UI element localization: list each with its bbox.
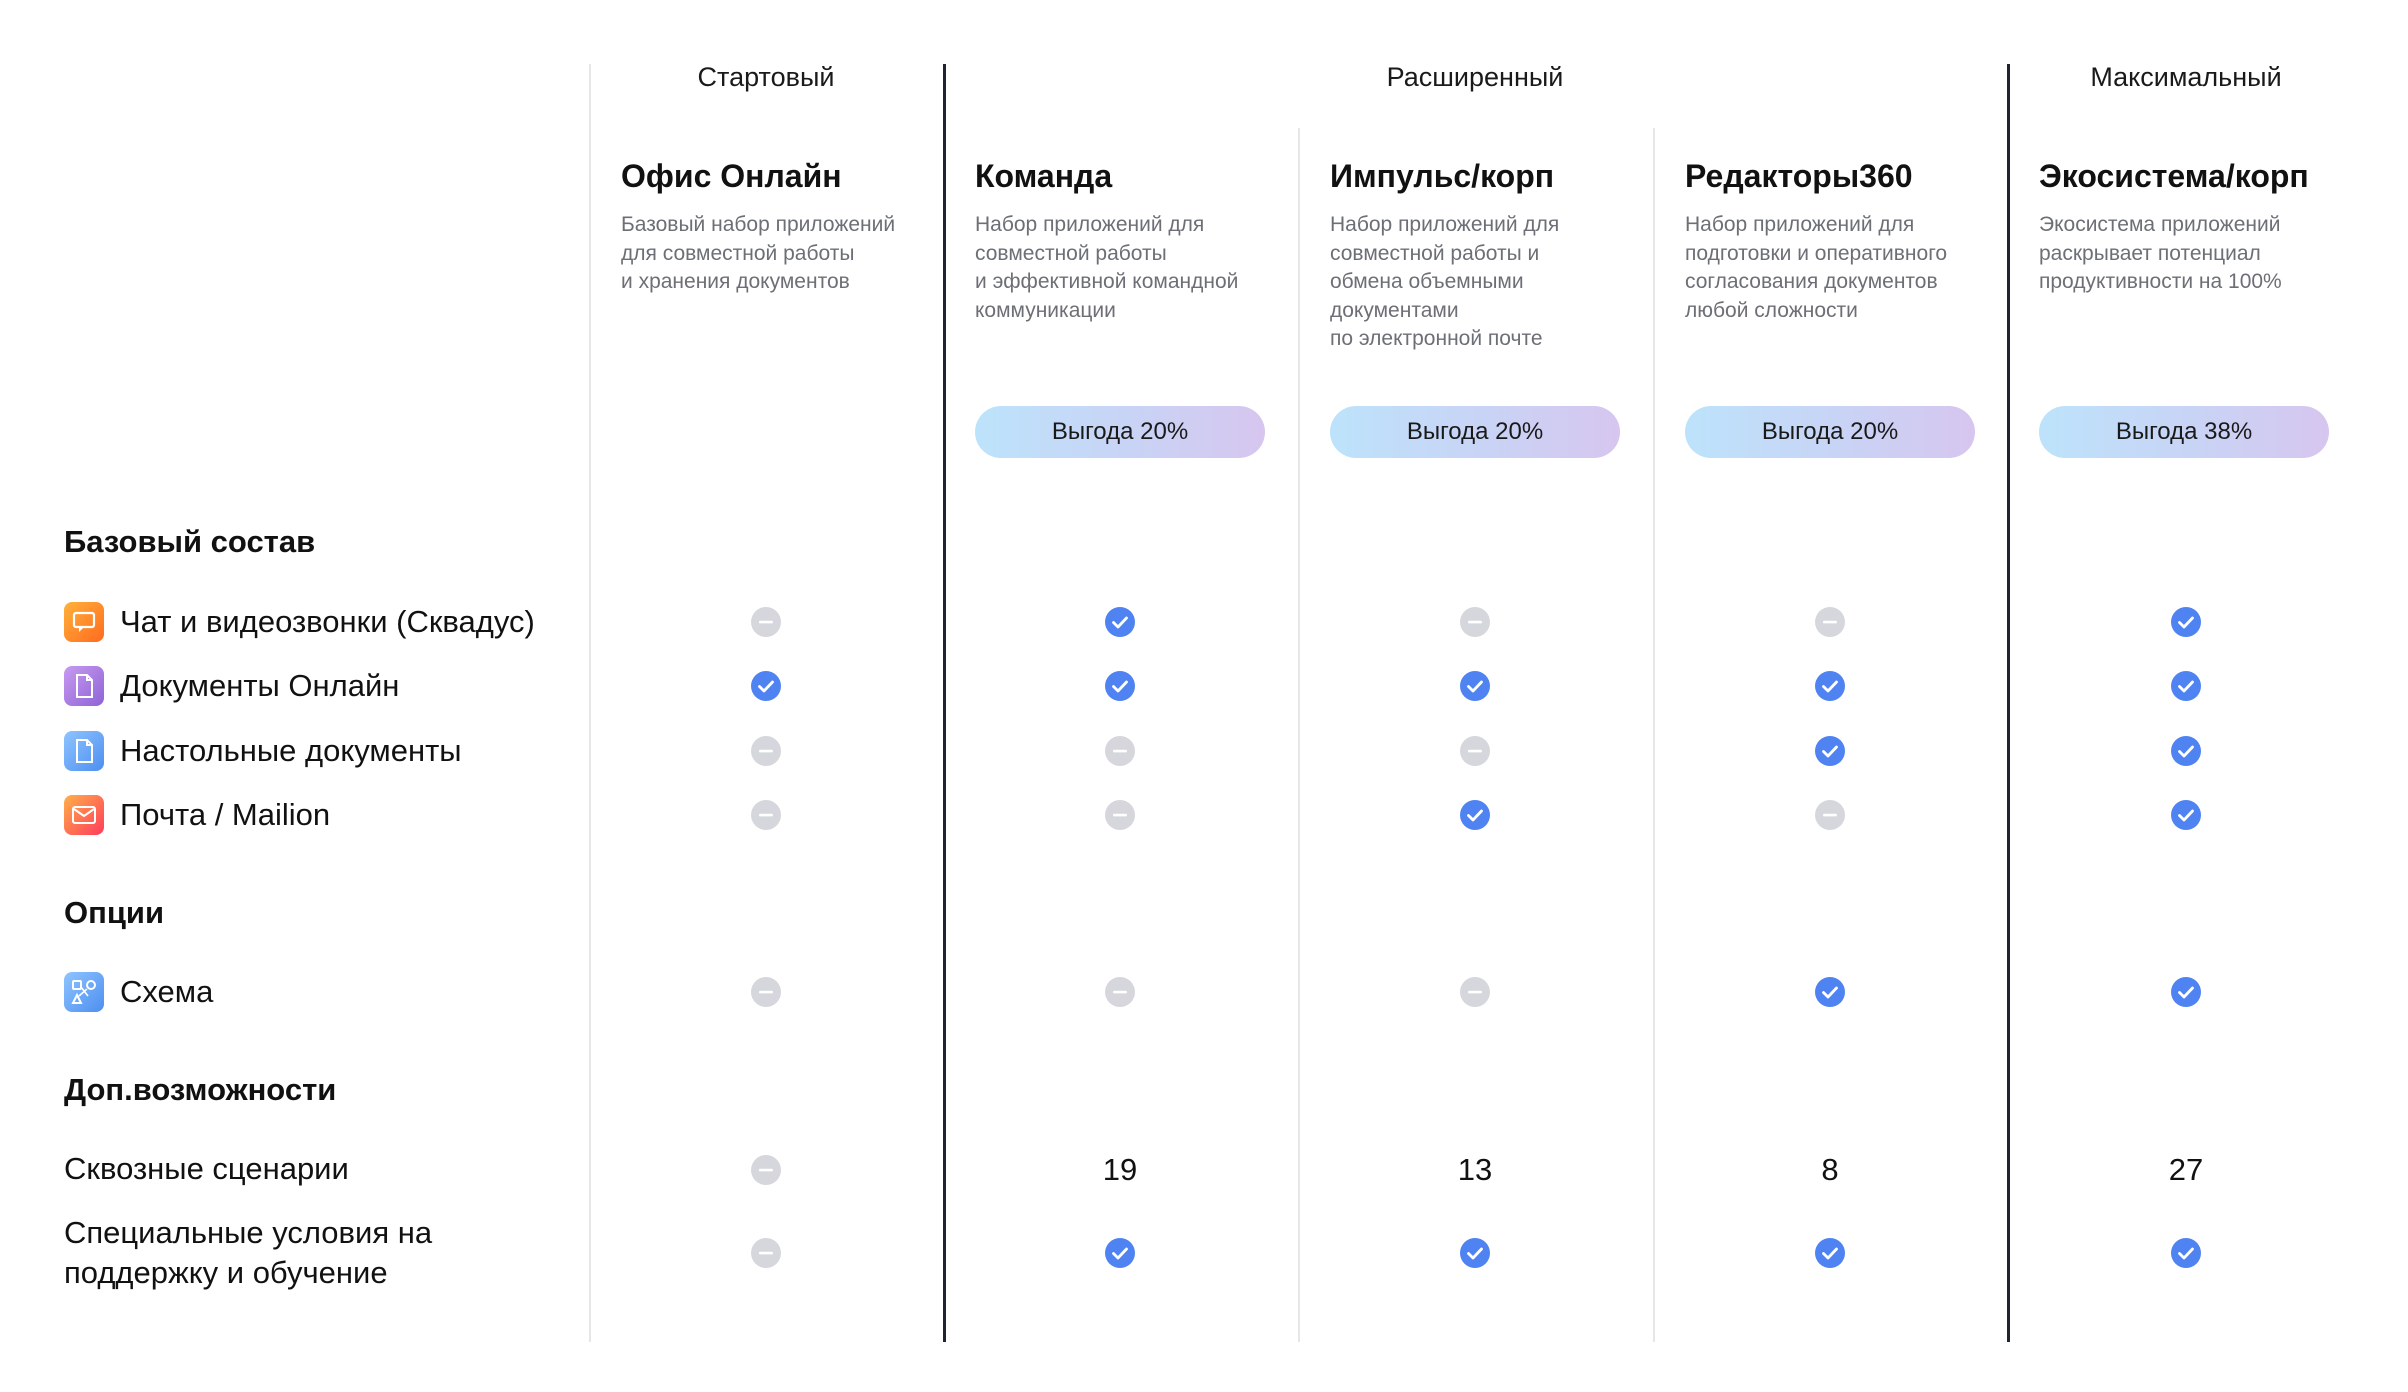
discount-badge: Выгода 20% bbox=[1330, 406, 1620, 458]
discount-badge: Выгода 38% bbox=[2039, 406, 2329, 458]
feature-label: Сквозные сценарии bbox=[64, 1151, 349, 1186]
check-icon bbox=[1815, 1238, 1845, 1268]
check-icon bbox=[1460, 671, 1490, 701]
discount-badge: Выгода 20% bbox=[1685, 406, 1975, 458]
unavailable-icon bbox=[751, 1155, 781, 1185]
tier-divider bbox=[2007, 64, 2010, 1342]
unavailable-icon bbox=[751, 977, 781, 1007]
feature-label: Схема bbox=[120, 974, 214, 1009]
column-divider bbox=[589, 64, 591, 1342]
unavailable-icon bbox=[751, 607, 781, 637]
check-icon bbox=[2171, 736, 2201, 766]
check-icon bbox=[2171, 800, 2201, 830]
unavailable-icon bbox=[1815, 607, 1845, 637]
schema-app-icon bbox=[64, 972, 104, 1012]
plan-description: Набор приложений для совместной работы и… bbox=[1330, 213, 1560, 350]
plan-description: Набор приложений для совместной работы и… bbox=[975, 213, 1239, 322]
unavailable-icon bbox=[1105, 736, 1135, 766]
plan-description: Экосистема приложений раскрывает потенци… bbox=[2039, 213, 2282, 293]
tier-divider bbox=[943, 64, 946, 1342]
desktop-docs-app-icon bbox=[64, 731, 104, 771]
unavailable-icon bbox=[1105, 977, 1135, 1007]
plan-description: Базовый набор приложений для совместной … bbox=[621, 213, 896, 293]
section-title-extra: Доп.возможности bbox=[64, 1072, 337, 1107]
check-icon bbox=[2171, 1238, 2201, 1268]
unavailable-icon bbox=[751, 736, 781, 766]
scenario-count: 8 bbox=[1821, 1152, 1839, 1187]
feature-label: Настольные документы bbox=[120, 733, 462, 768]
check-icon bbox=[1460, 1238, 1490, 1268]
scenario-count: 13 bbox=[1457, 1152, 1493, 1187]
mail-app-icon bbox=[64, 795, 104, 835]
scenario-count: 19 bbox=[1102, 1152, 1138, 1187]
unavailable-icon bbox=[751, 1238, 781, 1268]
check-icon bbox=[1460, 800, 1490, 830]
tier-extended-title: Расширенный bbox=[1386, 62, 1564, 92]
unavailable-icon bbox=[1460, 607, 1490, 637]
discount-badge: Выгода 20% bbox=[975, 406, 1265, 458]
section-title-options: Опции bbox=[64, 895, 165, 930]
check-icon bbox=[1105, 1238, 1135, 1268]
scenario-count: 27 bbox=[2168, 1152, 2204, 1187]
tier-start-title: Стартовый bbox=[697, 62, 835, 92]
unavailable-icon bbox=[1460, 977, 1490, 1007]
check-icon bbox=[2171, 977, 2201, 1007]
column-divider bbox=[1653, 128, 1655, 1342]
docs-online-app-icon bbox=[64, 666, 104, 706]
check-icon bbox=[2171, 671, 2201, 701]
plan-name: Редакторы360 bbox=[1685, 158, 1913, 194]
check-icon bbox=[1105, 607, 1135, 637]
check-icon bbox=[1815, 736, 1845, 766]
check-icon bbox=[1105, 671, 1135, 701]
feature-label: Специальные условия на поддержку и обуче… bbox=[64, 1215, 433, 1290]
unavailable-icon bbox=[751, 800, 781, 830]
check-icon bbox=[751, 671, 781, 701]
plan-name: Импульс/корп bbox=[1330, 158, 1555, 194]
section-title-base: Базовый состав bbox=[64, 524, 316, 559]
column-divider bbox=[1298, 128, 1300, 1342]
plan-name: Команда bbox=[975, 158, 1113, 194]
plan-name: Экосистема/корп bbox=[2039, 158, 2309, 194]
unavailable-icon bbox=[1460, 736, 1490, 766]
feature-label: Почта / Mailion bbox=[120, 797, 331, 832]
tier-max-title: Максимальный bbox=[2090, 62, 2282, 92]
unavailable-icon bbox=[1105, 800, 1135, 830]
chat-app-icon bbox=[64, 602, 104, 642]
check-icon bbox=[2171, 607, 2201, 637]
plan-name: Офис Онлайн bbox=[621, 158, 842, 194]
check-icon bbox=[1815, 977, 1845, 1007]
feature-label: Документы Онлайн bbox=[120, 668, 400, 703]
unavailable-icon bbox=[1815, 800, 1845, 830]
check-icon bbox=[1815, 671, 1845, 701]
feature-label: Чат и видеозвонки (Сквадус) bbox=[120, 604, 535, 639]
plan-description: Набор приложений для подготовки и операт… bbox=[1685, 213, 1948, 322]
